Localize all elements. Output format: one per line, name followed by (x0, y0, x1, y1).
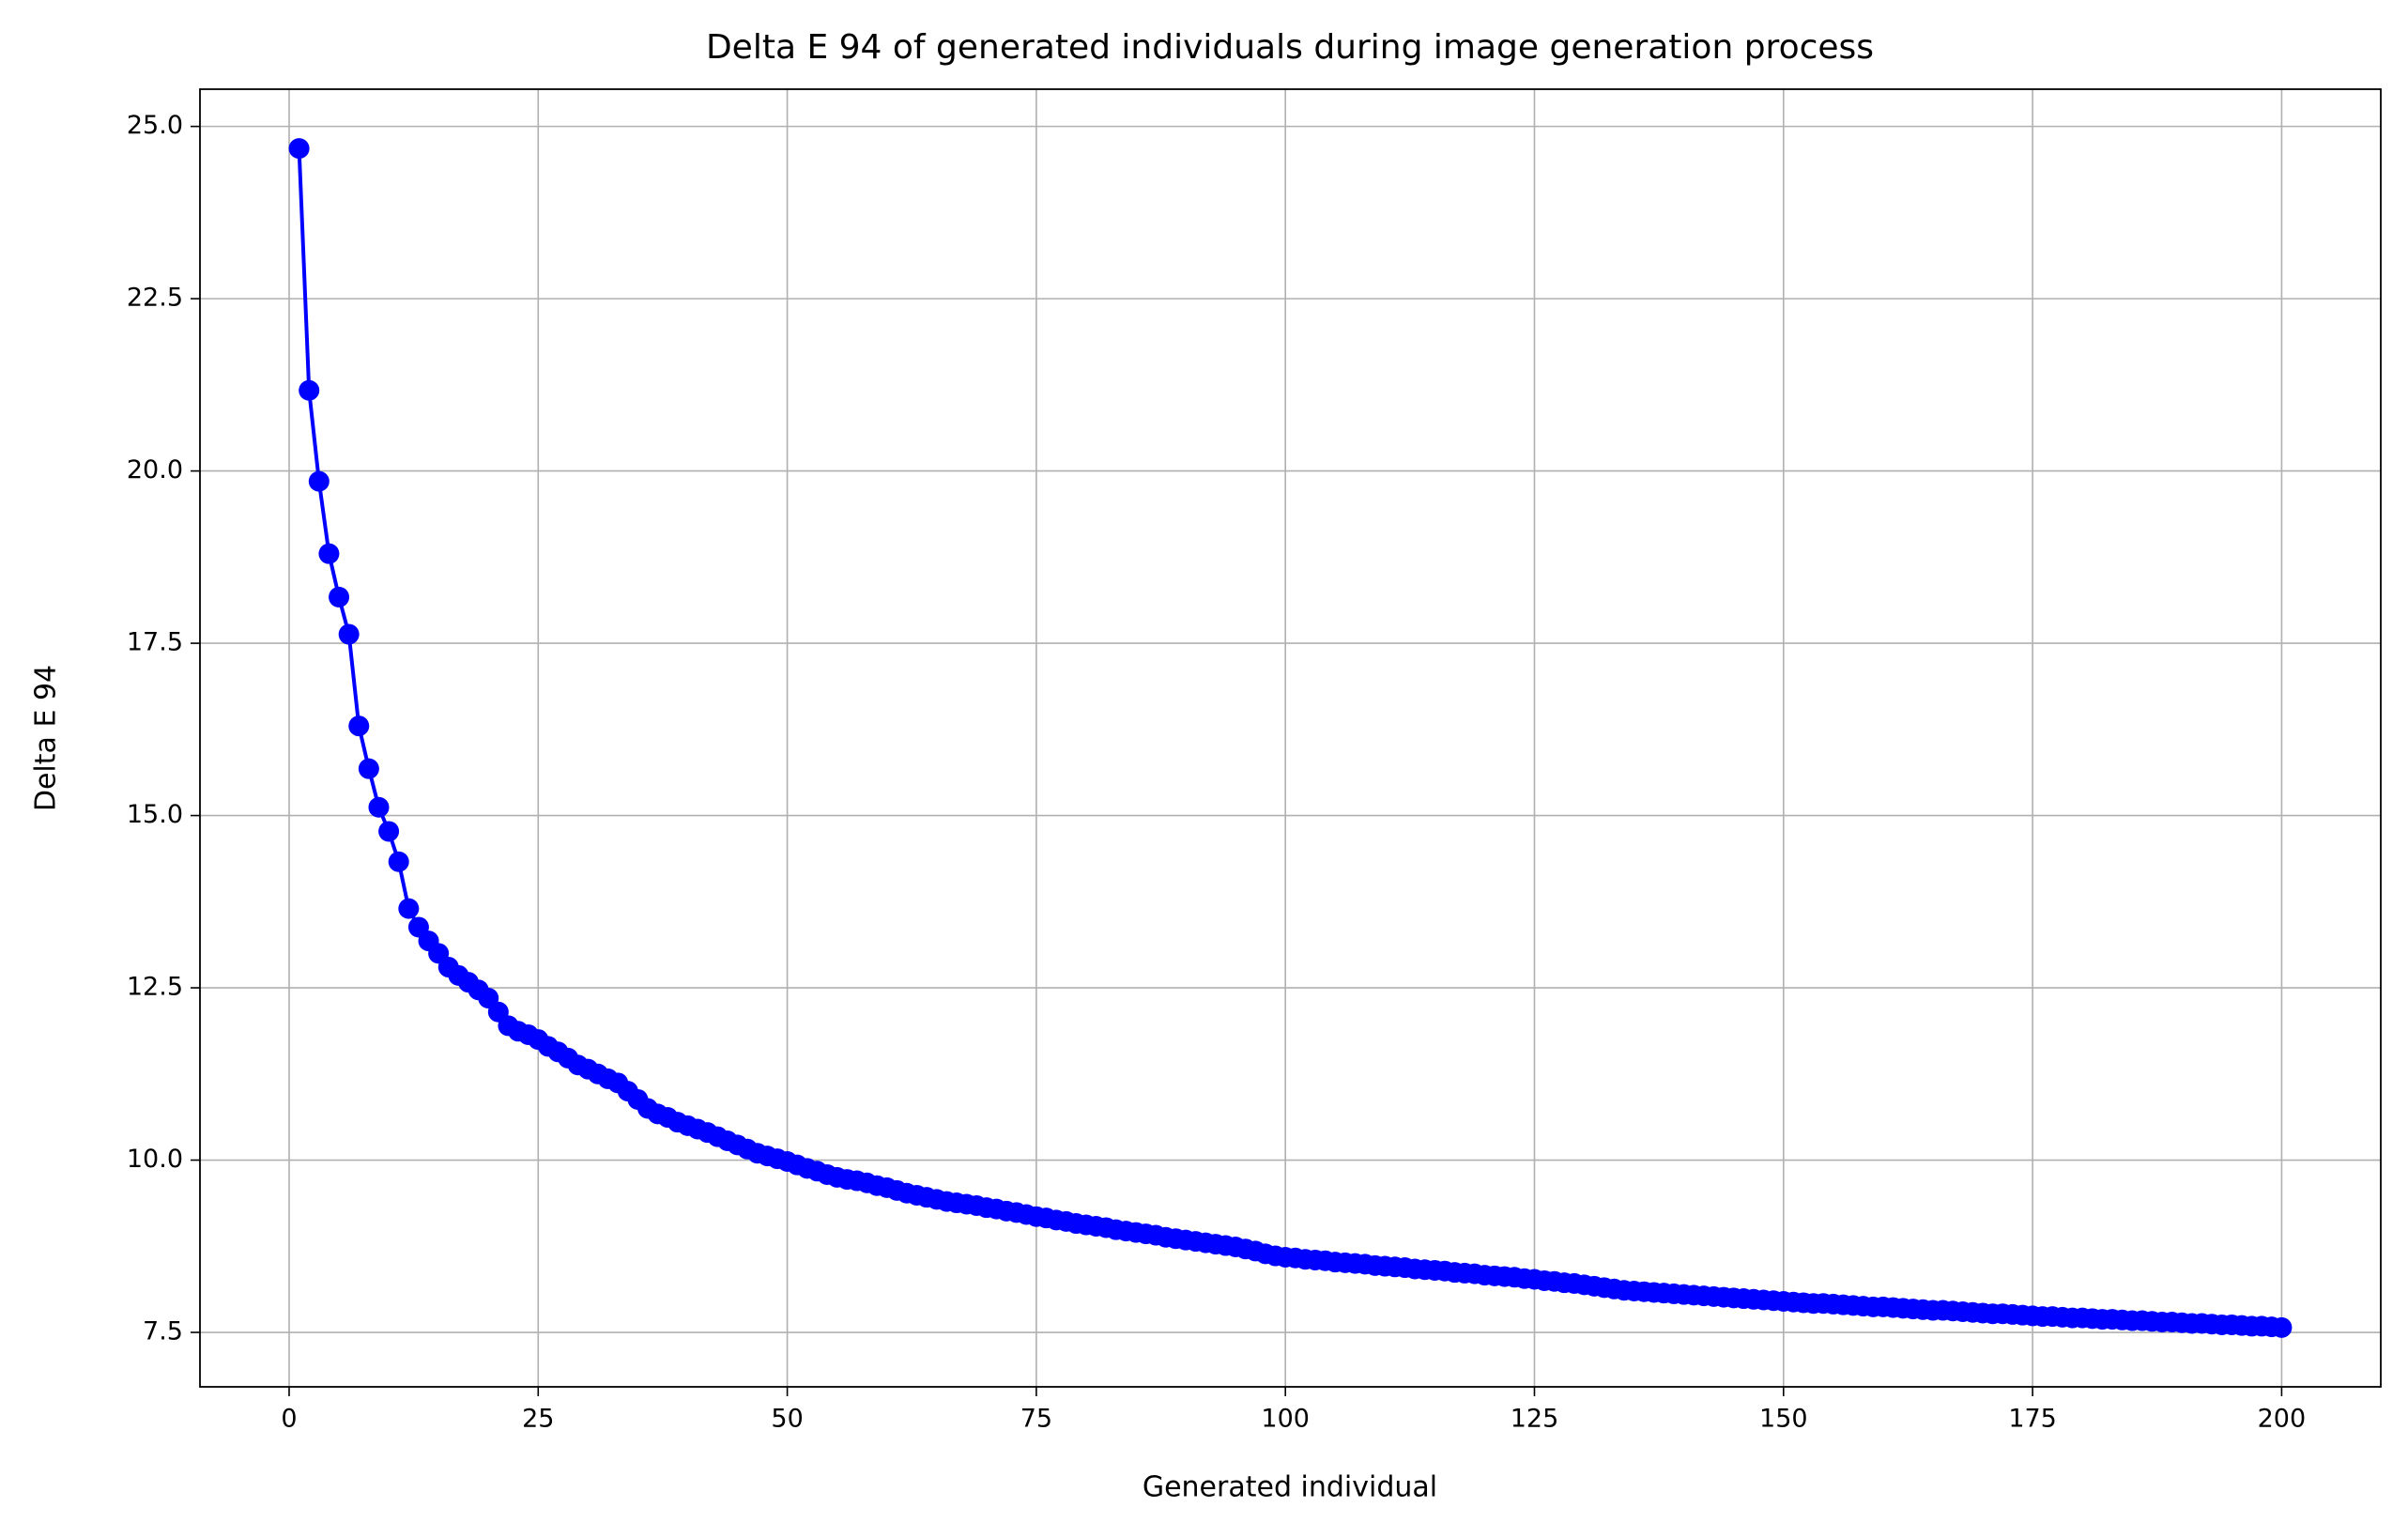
x-tick-label: 25 (522, 1405, 554, 1434)
data-point (368, 796, 390, 818)
x-axis-label: Generated individual (1143, 1471, 1437, 1504)
data-point (338, 623, 360, 645)
y-tick-label: 20.0 (127, 455, 183, 484)
y-tick-label: 12.5 (127, 973, 183, 1002)
data-point (308, 470, 330, 492)
y-tick-label: 17.5 (127, 628, 183, 657)
x-tick-label: 75 (1020, 1405, 1052, 1434)
data-point (378, 821, 400, 842)
data-point (299, 379, 320, 401)
x-tick-label: 125 (1511, 1405, 1559, 1434)
y-tick-label: 7.5 (143, 1317, 183, 1346)
data-point (288, 138, 310, 160)
x-tick-label: 200 (2258, 1405, 2307, 1434)
x-tick-label: 50 (771, 1405, 803, 1434)
x-tick-label: 150 (1759, 1405, 1808, 1434)
x-tick-label: 175 (2008, 1405, 2057, 1434)
data-point (2271, 1316, 2293, 1338)
plot-frame (199, 88, 2382, 1388)
data-point (388, 851, 409, 872)
y-tick-label: 22.5 (127, 284, 183, 313)
y-axis-label: Delta E 94 (30, 665, 63, 811)
data-point (398, 898, 420, 919)
data-point (358, 758, 379, 779)
x-tick-label: 0 (281, 1405, 297, 1434)
y-tick-label: 15.0 (127, 800, 183, 829)
data-line (297, 148, 2282, 1330)
data-point (329, 586, 350, 608)
x-tick-label: 100 (1261, 1405, 1310, 1434)
data-point (348, 715, 370, 737)
data-point (318, 543, 340, 564)
chart-title: Delta E 94 of generated individuals duri… (706, 28, 1874, 67)
y-tick-label: 10.0 (127, 1145, 183, 1174)
y-tick-label: 25.0 (127, 111, 183, 140)
